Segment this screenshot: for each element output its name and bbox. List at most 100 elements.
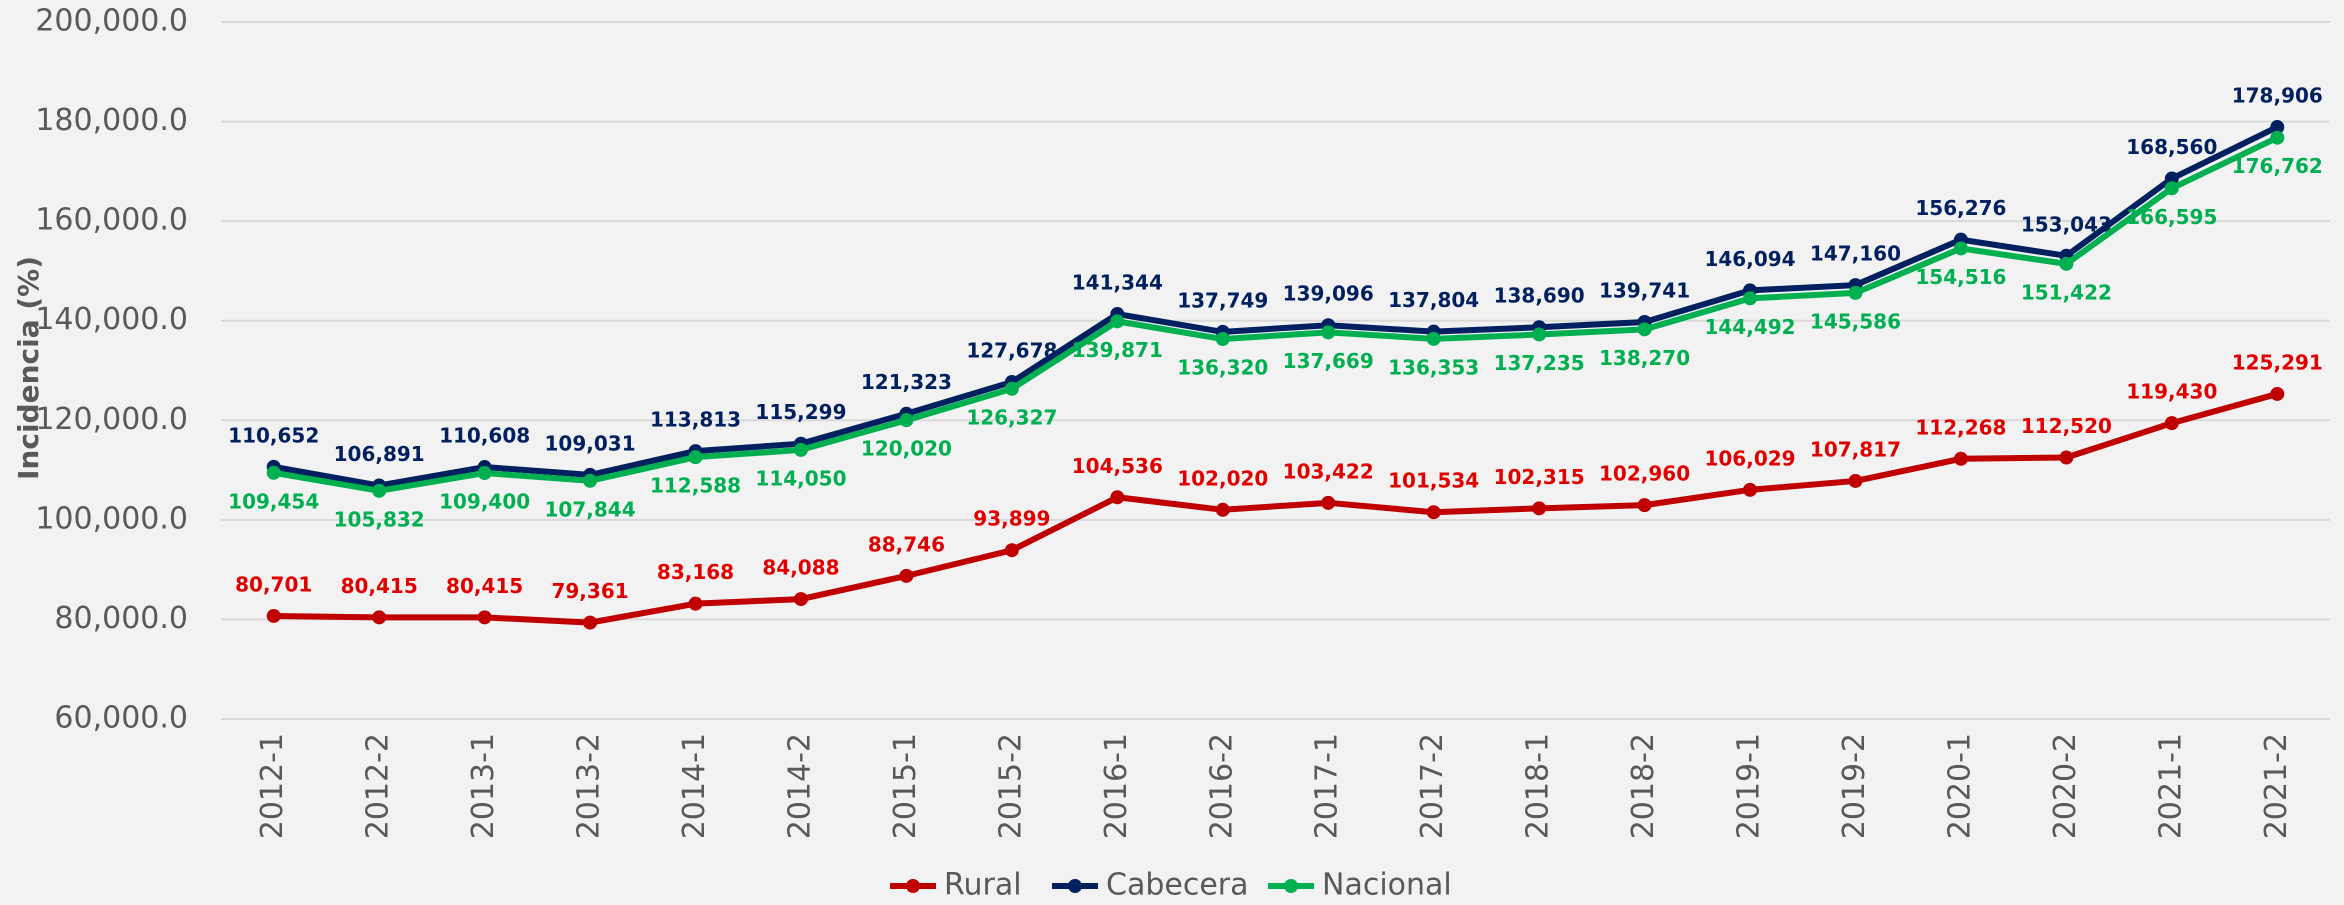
- data-label: 137,804: [1388, 288, 1479, 312]
- data-label: 120,020: [861, 437, 952, 461]
- data-label: 139,741: [1599, 279, 1690, 303]
- data-label: 147,160: [1810, 242, 1901, 266]
- x-tick-label: 2014-2: [782, 733, 817, 839]
- data-label: 136,353: [1388, 355, 1479, 379]
- data-label: 107,817: [1810, 437, 1901, 461]
- data-label: 102,020: [1177, 466, 1268, 490]
- data-label: 114,050: [755, 466, 846, 490]
- data-point: [1532, 501, 1547, 516]
- y-tick-label: 100,000.0: [35, 501, 188, 536]
- data-point: [899, 413, 914, 428]
- data-label: 146,094: [1704, 247, 1795, 271]
- data-point: [583, 615, 598, 630]
- series-line: [273, 134, 2279, 494]
- x-tick-label: 2012-1: [255, 733, 290, 839]
- data-point: [1848, 285, 1863, 300]
- y-tick-label: 80,000.0: [54, 601, 188, 636]
- data-label: 151,422: [2021, 280, 2112, 304]
- data-label: 107,844: [545, 497, 636, 521]
- data-label: 103,422: [1283, 459, 1374, 483]
- data-label: 156,276: [1915, 196, 2006, 220]
- data-label: 109,454: [228, 489, 319, 513]
- data-point: [1637, 322, 1652, 337]
- data-point: [477, 610, 492, 625]
- data-label: 178,906: [2232, 84, 2323, 108]
- data-label: 80,415: [341, 574, 418, 598]
- data-point: [2270, 120, 2285, 135]
- y-tick-label: 140,000.0: [35, 302, 188, 337]
- data-label: 79,361: [551, 579, 628, 603]
- data-label: 101,534: [1388, 469, 1479, 493]
- data-label: 106,029: [1704, 446, 1795, 470]
- data-label: 102,315: [1494, 465, 1585, 489]
- data-label: 112,520: [2021, 414, 2112, 438]
- x-tick-label: 2015-1: [888, 733, 923, 839]
- data-point: [1953, 451, 1968, 466]
- data-point: [1321, 495, 1336, 510]
- legend-label: Rural: [944, 868, 1022, 903]
- data-point: [793, 592, 808, 607]
- data-point: [688, 450, 703, 465]
- data-point: [583, 473, 598, 488]
- x-tick-label: 2021-2: [2259, 733, 2294, 839]
- data-point: [1426, 505, 1441, 520]
- data-label: 93,899: [973, 507, 1050, 531]
- data-label: 113,813: [650, 408, 741, 432]
- data-label: 84,088: [762, 556, 839, 580]
- data-label: 110,652: [228, 423, 319, 447]
- data-point: [688, 596, 703, 611]
- series-line: [273, 124, 2279, 489]
- x-tick-label: 2012-2: [361, 733, 396, 839]
- data-point: [899, 568, 914, 583]
- data-point: [1215, 502, 1230, 517]
- data-point: [1532, 327, 1547, 342]
- data-point: [266, 608, 281, 623]
- data-point: [2164, 181, 2179, 196]
- x-tick-label: 2017-2: [1415, 733, 1450, 839]
- data-label: 176,762: [2232, 154, 2323, 178]
- data-point: [793, 442, 808, 457]
- data-label: 83,168: [657, 560, 734, 584]
- data-label: 153,043: [2021, 212, 2112, 236]
- data-point: [1321, 325, 1336, 340]
- data-label: 110,608: [439, 424, 530, 448]
- x-tick-label: 2019-1: [1732, 733, 1767, 839]
- x-tick-label: 2019-2: [1837, 733, 1872, 839]
- x-tick-label: 2015-2: [993, 733, 1028, 839]
- x-tick-label: 2013-1: [466, 733, 501, 839]
- x-tick-label: 2020-1: [1942, 733, 1977, 839]
- data-label: 104,536: [1072, 454, 1163, 478]
- data-point: [1110, 314, 1125, 329]
- data-label: 125,291: [2232, 350, 2323, 374]
- data-label: 119,430: [2126, 380, 2217, 404]
- y-tick-label: 200,000.0: [35, 4, 188, 39]
- data-label: 138,270: [1599, 346, 1690, 370]
- y-tick-label: 60,000.0: [54, 701, 188, 736]
- data-point: [1848, 473, 1863, 488]
- legend-marker: [906, 879, 920, 893]
- data-label: 80,415: [446, 574, 523, 598]
- data-label: 121,323: [861, 370, 952, 394]
- data-label: 141,344: [1072, 271, 1163, 295]
- y-axis-title: Incidencia (%): [12, 256, 45, 480]
- x-tick-label: 2016-1: [1099, 733, 1134, 839]
- legend-marker: [1284, 879, 1298, 893]
- data-label: 109,031: [545, 431, 636, 455]
- data-label: 166,595: [2126, 205, 2217, 229]
- data-point: [372, 610, 387, 625]
- x-tick-label: 2016-2: [1204, 733, 1239, 839]
- data-point: [372, 483, 387, 498]
- x-tick-label: 2020-2: [2048, 733, 2083, 839]
- y-tick-label: 160,000.0: [35, 203, 188, 238]
- data-label: 137,749: [1177, 288, 1268, 312]
- x-tick-label: 2017-1: [1310, 733, 1345, 839]
- data-point: [2164, 171, 2179, 186]
- y-tick-label: 180,000.0: [35, 103, 188, 138]
- y-tick-label: 120,000.0: [35, 402, 188, 437]
- data-label: 137,669: [1283, 349, 1374, 373]
- data-label: 126,327: [966, 405, 1057, 429]
- data-label: 112,588: [650, 474, 741, 498]
- data-point: [2270, 130, 2285, 145]
